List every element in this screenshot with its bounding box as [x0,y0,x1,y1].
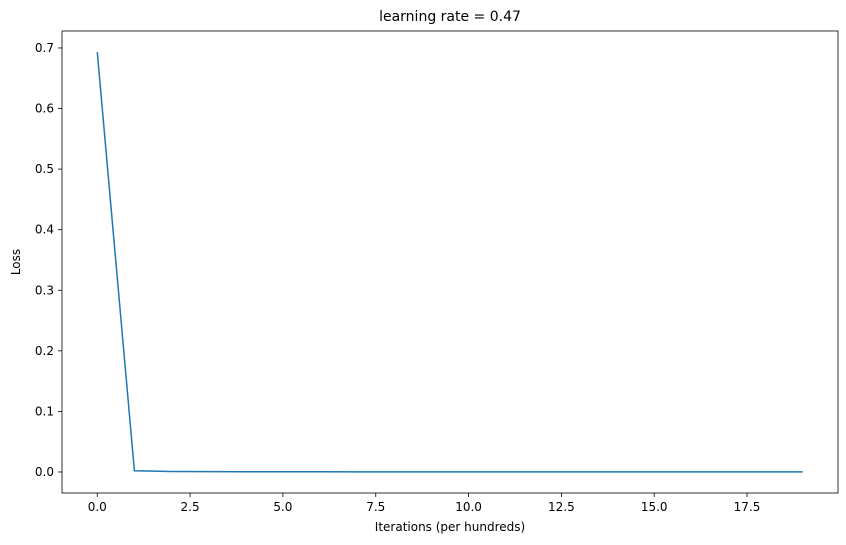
y-tick-label: 0.6 [35,102,54,116]
y-axis-label: Loss [9,249,23,275]
y-tick-label: 0.0 [35,465,54,479]
x-tick-label: 17.5 [734,500,761,514]
y-tick-label: 0.7 [35,41,54,55]
x-axis-ticks: 0.0 2.5 5.0 7.5 10.0 12.5 15.0 17.5 [88,493,761,514]
x-tick-label: 12.5 [548,500,575,514]
y-tick-label: 0.5 [35,162,54,176]
x-tick-label: 5.0 [273,500,292,514]
x-tick-label: 15.0 [641,500,668,514]
x-axis-label: Iterations (per hundreds) [375,520,525,534]
x-tick-label: 7.5 [366,500,385,514]
y-tick-label: 0.4 [35,223,54,237]
y-axis-ticks: 0.0 0.1 0.2 0.3 0.4 0.5 0.6 0.7 [35,41,62,479]
x-tick-label: 0.0 [88,500,107,514]
plot-content [96,52,803,473]
y-tick-label: 0.3 [35,283,54,297]
y-tick-label: 0.1 [35,404,54,418]
axes-frame [61,30,839,494]
series-line-0 [96,52,803,473]
chart-title: learning rate = 0.47 [379,9,521,25]
x-tick-label: 10.0 [455,500,482,514]
y-tick-label: 0.2 [35,344,54,358]
x-tick-label: 2.5 [181,500,200,514]
